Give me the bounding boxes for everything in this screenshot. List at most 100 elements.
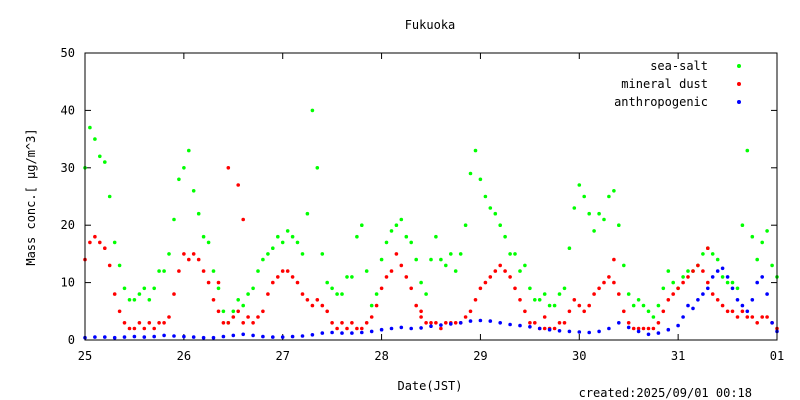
data-point — [651, 315, 656, 319]
data-point — [211, 298, 216, 302]
data-point — [597, 286, 601, 291]
data-point — [187, 148, 191, 153]
data-point — [706, 246, 710, 250]
legend-label: mineral dust — [621, 77, 708, 91]
data-point — [93, 335, 97, 339]
data-point — [414, 257, 419, 262]
data-point — [93, 234, 97, 239]
data-point — [720, 275, 725, 279]
plot-frame — [84, 52, 778, 341]
data-point — [701, 252, 705, 256]
data-point — [735, 298, 740, 302]
data-point — [112, 292, 117, 296]
data-point — [246, 315, 250, 319]
data-point — [567, 309, 572, 314]
data-point — [325, 280, 330, 285]
data-point — [735, 286, 740, 291]
data-point — [409, 240, 414, 245]
data-point — [266, 292, 270, 296]
data-point — [196, 211, 201, 216]
data-point — [320, 331, 325, 335]
data-point — [577, 303, 582, 308]
data-point — [261, 257, 265, 262]
data-point — [582, 309, 586, 314]
data-point — [107, 263, 112, 268]
legend-marker — [737, 100, 741, 104]
data-point — [350, 331, 354, 335]
data-point — [730, 286, 735, 291]
x-tick-label: 25 — [78, 349, 92, 363]
data-point — [409, 286, 414, 291]
data-point — [122, 321, 127, 325]
data-point — [241, 217, 245, 222]
data-point — [488, 206, 493, 210]
data-point — [162, 269, 166, 273]
data-point — [330, 286, 334, 291]
data-point — [617, 292, 621, 296]
data-point — [720, 303, 725, 308]
data-point — [241, 321, 245, 325]
data-point — [132, 334, 137, 339]
data-point — [201, 335, 206, 340]
data-point — [404, 275, 409, 279]
data-point — [508, 252, 512, 256]
data-point — [671, 280, 675, 285]
data-point — [468, 319, 473, 323]
data-point — [112, 335, 117, 340]
data-point — [631, 326, 636, 331]
data-point — [592, 229, 596, 233]
legend-label: sea-salt — [650, 59, 708, 73]
data-point — [453, 321, 458, 325]
legend-marker — [737, 64, 741, 68]
data-point — [300, 252, 305, 256]
data-point — [557, 292, 562, 296]
data-point — [533, 298, 537, 302]
data-point — [325, 309, 330, 314]
data-point — [725, 309, 730, 314]
data-point — [335, 326, 339, 331]
data-point — [528, 286, 532, 291]
data-point — [636, 329, 641, 334]
data-point — [493, 269, 498, 273]
data-point — [626, 292, 631, 296]
data-point — [434, 234, 438, 239]
legend-label: anthropogenic — [614, 95, 708, 109]
data-point — [537, 298, 542, 302]
data-point — [364, 269, 369, 273]
data-point — [152, 326, 156, 331]
data-point — [320, 252, 325, 256]
created-timestamp: created:2025/09/01 00:18 — [579, 386, 752, 400]
data-point — [686, 275, 690, 279]
y-tick-label: 20 — [61, 218, 75, 232]
data-point — [765, 229, 769, 233]
data-point — [271, 335, 275, 339]
data-point — [498, 263, 503, 268]
data-point — [671, 292, 675, 296]
data-point — [444, 321, 448, 325]
data-point — [355, 234, 359, 239]
data-point — [503, 234, 507, 239]
data-point — [162, 321, 166, 325]
data-point — [537, 326, 542, 331]
legend-marker — [737, 82, 741, 86]
data-point — [103, 160, 107, 164]
data-point — [701, 292, 705, 296]
data-point — [261, 334, 265, 339]
data-point — [409, 326, 414, 331]
data-point — [231, 333, 236, 338]
data-point — [107, 194, 112, 199]
data-point — [167, 315, 171, 319]
data-point — [706, 280, 710, 285]
data-point — [513, 252, 517, 256]
data-point — [379, 327, 384, 332]
data-point — [755, 321, 759, 325]
data-point — [251, 321, 255, 325]
data-point — [290, 234, 295, 239]
data-point — [236, 309, 240, 314]
data-point — [295, 240, 300, 245]
data-point — [167, 252, 171, 256]
data-point — [557, 329, 562, 333]
data-point — [518, 298, 522, 302]
data-point — [429, 257, 433, 262]
data-point — [453, 269, 458, 273]
